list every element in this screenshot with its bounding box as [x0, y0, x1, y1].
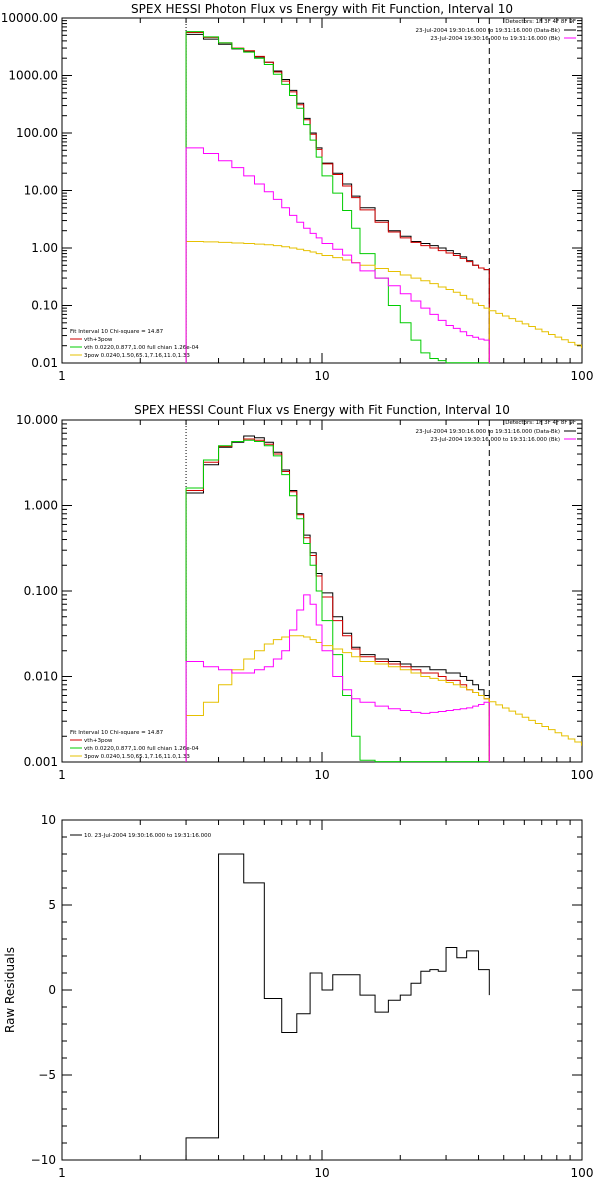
photon-ytick-label: 1.00: [31, 241, 58, 255]
photon-xtick-label: 10: [314, 369, 329, 383]
count-ytick-label: 0.010: [24, 670, 58, 684]
count-series-3pow-tail: [488, 698, 582, 746]
photon-ytick-label: 10.00: [24, 184, 58, 198]
photon-ytick-label: 0.01: [31, 356, 58, 370]
count-legend-right-0: 23-Jul-2004 19:30:16.000 to 19:31:16.000…: [416, 429, 561, 435]
photon-legend-right-1: 23-Jul-2004 19:30:16.000 to 19:31:16.000…: [430, 36, 560, 42]
photon-detectors-label: Detectors: 1F 3F 4F 8F 9F: [505, 19, 576, 25]
photon-fit-header: Fit Interval 10 Chi-square = 14.87: [70, 329, 164, 335]
count-xtick-label: 10: [314, 768, 329, 782]
photon-flux-title: SPEX HESSI Photon Flux vs Energy with Fi…: [131, 2, 513, 16]
count-legend-right-1: 23-Jul-2004 19:30:16.000 to 19:31:16.000…: [430, 437, 560, 443]
residuals-xtick-label: 100: [571, 1166, 594, 1180]
photon-xtick-label: 1: [58, 369, 66, 383]
residuals-ytick-label: −5: [38, 1068, 56, 1082]
photon-series-data-bk: [185, 33, 490, 363]
residuals-legend-0: 10. 23-Jul-2004 19:30:16.000 to 19:31:16…: [84, 833, 212, 839]
photon-series-3pow-tail: [488, 308, 582, 349]
photon-series-vth: [185, 31, 490, 364]
residuals-xtick-label: 10: [314, 1166, 329, 1180]
photon-plot-frame: [61, 17, 583, 364]
photon-series-3pow: [185, 240, 490, 363]
count-series-3pow: [185, 635, 490, 762]
count-flux-title: SPEX HESSI Count Flux vs Energy with Fit…: [134, 403, 510, 417]
count-series-vth-3pow: [185, 438, 490, 762]
count-fit-header: Fit Interval 10 Chi-square = 14.87: [70, 730, 164, 736]
count-ytick-label: 10.000: [16, 413, 58, 427]
photon-series-bk: [185, 147, 490, 363]
photon-ytick-label: 100.00: [16, 126, 58, 140]
residuals-ylabel: Raw Residuals: [3, 947, 17, 1033]
count-ytick-label: 0.100: [24, 584, 58, 598]
count-xtick-label: 1: [58, 768, 66, 782]
photon-series-vth-3pow: [185, 31, 490, 363]
count-ytick-label: 0.001: [24, 755, 58, 769]
count-legend-left-0: vth+3pow: [84, 738, 113, 744]
count-series-data-bk: [185, 435, 490, 762]
count-xtick-label: 100: [571, 768, 594, 782]
photon-legend-left-0: vth+3pow: [84, 337, 113, 343]
photon-legend-right-0: 23-Jul-2004 19:30:16.000 to 19:31:16.000…: [416, 28, 561, 34]
count-legend-left-1: vth 0.0220,0.877,1.00 full chian 1.26e-0…: [84, 746, 199, 752]
count-series-vth: [185, 439, 490, 763]
plot-layers: 1 10 10010000.001000.00100.0010.001.000.10…: [1, 11, 594, 1180]
count-series-bk: [185, 594, 490, 762]
photon-ytick-label: 10000.00: [1, 11, 58, 25]
residuals-series-residual: [185, 853, 490, 1160]
photon-legend-left-2: 3pow 0.0240,1.50,65.1,7.16,11.0,1.33: [84, 353, 190, 359]
count-ytick-label: 1.000: [24, 499, 58, 513]
residuals-ytick-label: 10: [41, 813, 56, 827]
photon-xtick-label: 100: [571, 369, 594, 383]
photon-legend-left-1: vth 0.0220,0.877,1.00 full chian 1.26e-0…: [84, 345, 199, 351]
residuals-ytick-label: −10: [31, 1153, 56, 1167]
residuals-xtick-label: 1: [58, 1166, 66, 1180]
photon-ytick-label: 0.10: [31, 299, 58, 313]
photon-ytick-label: 1000.00: [8, 69, 58, 83]
residuals-ytick-label: 0: [48, 983, 56, 997]
count-detectors-label: Detectors: 1F 3F 4F 8F 9F: [505, 420, 576, 426]
residuals-ytick-label: 5: [48, 898, 56, 912]
count-legend-left-2: 3pow 0.0240,1.50,65.1,7.16,11.0,1.33: [84, 754, 190, 760]
